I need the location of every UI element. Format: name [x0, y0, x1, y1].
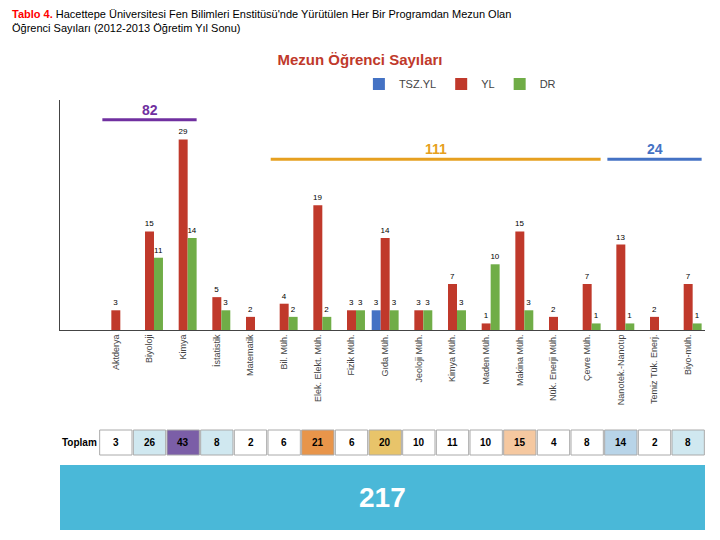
svg-text:Jeoloji Müh.: Jeoloji Müh.: [414, 335, 424, 383]
svg-text:3: 3: [374, 298, 379, 307]
svg-text:Kimya Müh.: Kimya Müh.: [447, 335, 457, 383]
svg-text:2: 2: [652, 437, 658, 448]
svg-text:2: 2: [291, 305, 296, 314]
svg-text:6: 6: [281, 437, 287, 448]
svg-text:Bil. Müh.: Bil. Müh.: [279, 335, 289, 370]
svg-text:Temiz Tük. Enerj.: Temiz Tük. Enerj.: [649, 335, 659, 404]
svg-text:2: 2: [551, 305, 556, 314]
svg-text:7: 7: [686, 272, 691, 281]
svg-text:43: 43: [177, 437, 189, 448]
svg-text:3: 3: [113, 298, 118, 307]
svg-text:7: 7: [585, 272, 590, 281]
svg-text:YL: YL: [481, 78, 494, 90]
svg-text:82: 82: [142, 102, 158, 118]
svg-text:15: 15: [514, 437, 526, 448]
svg-text:3: 3: [392, 298, 397, 307]
svg-text:21: 21: [312, 437, 324, 448]
svg-text:26: 26: [144, 437, 156, 448]
svg-text:1: 1: [627, 311, 632, 320]
svg-text:10: 10: [480, 437, 492, 448]
svg-text:8: 8: [584, 437, 590, 448]
svg-text:Biyoloji: Biyoloji: [144, 335, 154, 364]
svg-text:19: 19: [313, 193, 322, 202]
svg-text:Kimya: Kimya: [178, 335, 188, 360]
svg-text:2: 2: [652, 305, 657, 314]
svg-text:10: 10: [413, 437, 425, 448]
svg-text:5: 5: [214, 285, 219, 294]
svg-text:2: 2: [248, 437, 254, 448]
svg-text:Maden Müh.: Maden Müh.: [481, 335, 491, 385]
svg-text:3: 3: [459, 298, 464, 307]
svg-text:1: 1: [594, 311, 599, 320]
svg-text:3: 3: [425, 298, 430, 307]
svg-text:Fizik Müh.: Fizik Müh.: [346, 335, 356, 376]
svg-text:3: 3: [526, 298, 531, 307]
svg-text:111: 111: [425, 141, 447, 157]
svg-text:İstatistik: İstatistik: [212, 334, 222, 367]
svg-text:11: 11: [154, 246, 163, 255]
svg-text:15: 15: [515, 219, 524, 228]
svg-text:8: 8: [685, 437, 691, 448]
svg-text:8: 8: [214, 437, 220, 448]
svg-text:3: 3: [416, 298, 421, 307]
svg-text:Nük. Enerji Müh.: Nük. Enerji Müh.: [548, 335, 558, 402]
svg-text:7: 7: [450, 272, 455, 281]
svg-text:Çevre Müh.: Çevre Müh.: [582, 335, 592, 382]
svg-text:Matematik: Matematik: [245, 334, 255, 376]
svg-text:Makina Müh.: Makina Müh.: [515, 335, 525, 387]
svg-text:Aktderya: Aktderya: [111, 335, 121, 371]
svg-text:Biyo-müh.: Biyo-müh.: [683, 335, 693, 376]
svg-text:Toplam: Toplam: [62, 437, 97, 448]
svg-text:2: 2: [248, 305, 253, 314]
svg-text:14: 14: [615, 437, 627, 448]
svg-text:3: 3: [223, 298, 228, 307]
svg-text:1: 1: [484, 311, 489, 320]
svg-text:14: 14: [187, 226, 196, 235]
svg-text:13: 13: [616, 233, 625, 242]
svg-text:11: 11: [447, 437, 458, 448]
svg-text:Tablo 4. Hacettepe Üniversites: Tablo 4. Hacettepe Üniversitesi Fen Bili…: [12, 8, 511, 34]
svg-text:Mezun Öğrenci Sayıları: Mezun Öğrenci Sayıları: [277, 51, 442, 68]
svg-text:Elek. Elekt. Müh.: Elek. Elekt. Müh.: [313, 335, 323, 403]
svg-text:29: 29: [178, 127, 187, 136]
svg-text:4: 4: [282, 292, 287, 301]
svg-text:2: 2: [324, 305, 329, 314]
svg-text:Nanotek.-Nanotıp: Nanotek.-Nanotıp: [616, 335, 626, 406]
svg-text:TSZ.YL: TSZ.YL: [399, 78, 436, 90]
svg-text:3: 3: [349, 298, 354, 307]
svg-text:3: 3: [358, 298, 363, 307]
svg-text:217: 217: [359, 482, 406, 513]
svg-text:10: 10: [490, 252, 499, 261]
svg-text:15: 15: [145, 219, 154, 228]
svg-text:Gıda Müh.: Gıda Müh.: [380, 335, 390, 377]
svg-text:1: 1: [695, 311, 700, 320]
svg-text:4: 4: [551, 437, 557, 448]
svg-text:24: 24: [647, 141, 663, 157]
svg-text:14: 14: [380, 226, 389, 235]
svg-text:3: 3: [113, 437, 119, 448]
svg-text:DR: DR: [540, 78, 556, 90]
svg-text:6: 6: [349, 437, 355, 448]
svg-text:20: 20: [379, 437, 391, 448]
